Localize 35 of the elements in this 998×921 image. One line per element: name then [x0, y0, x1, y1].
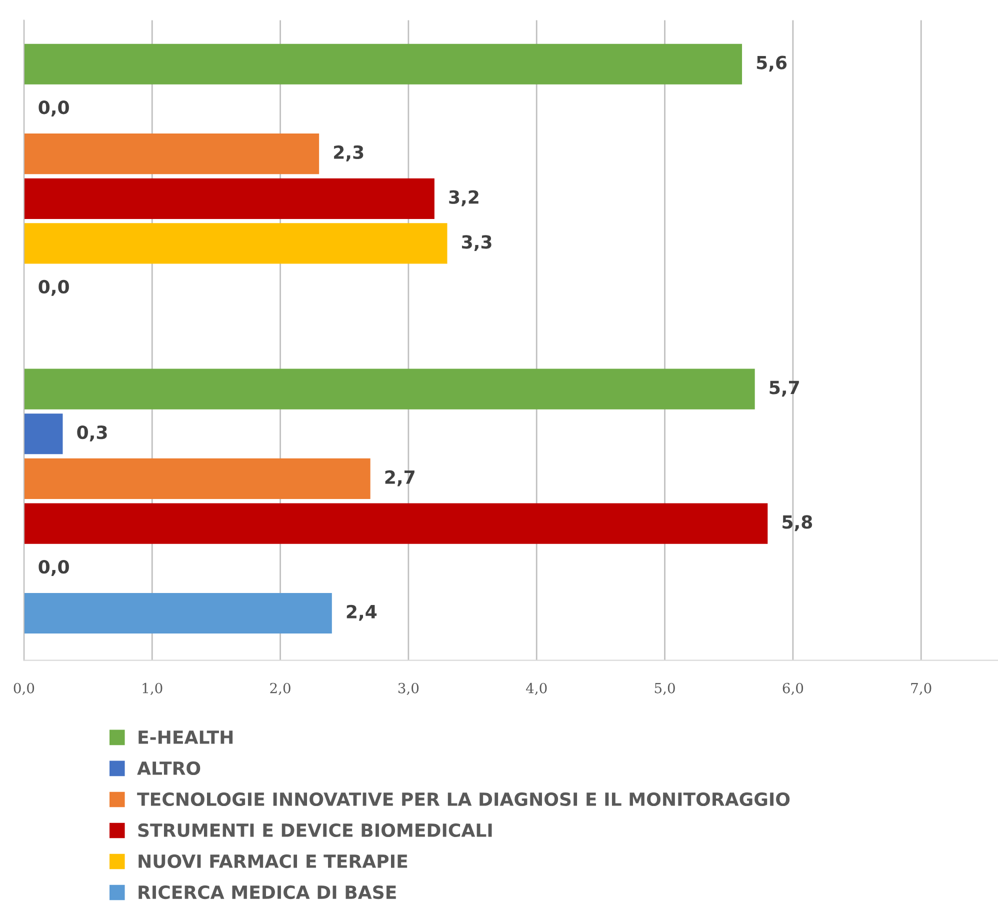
x-tick-label: 4,0 — [526, 682, 547, 696]
data-label: 5,7 — [770, 380, 799, 397]
legend-label: ALTRO — [137, 761, 200, 776]
legend-label: TECNOLOGIE INNOVATIVE PER LA DIAGNOSI E IL MONITORAGGIO — [137, 792, 790, 806]
data-label: 2,7 — [385, 470, 414, 486]
data-label: 0,0 — [38, 560, 69, 576]
data-label: 2,3 — [334, 145, 364, 162]
bar — [24, 592, 332, 634]
legend-label: STRUMENTI E DEVICE BIOMEDICALI — [138, 823, 492, 838]
x-tick-label: 7,0 — [911, 682, 932, 696]
legend-label: E-HEALTH — [138, 730, 233, 744]
data-label: 0,0 — [38, 100, 69, 117]
x-tick-label: 2,0 — [270, 682, 290, 696]
data-label: 3,3 — [462, 235, 492, 252]
x-tick-label: 3,0 — [398, 682, 419, 696]
bar — [24, 458, 370, 500]
x-tick-label: 0,0 — [14, 682, 34, 696]
bar — [24, 134, 320, 174]
data-label: 5,6 — [756, 56, 787, 72]
x-tick-label: 6,0 — [782, 682, 804, 696]
bar — [24, 223, 448, 264]
bar — [24, 368, 755, 410]
legend-label: RICERCA MEDICA DI BASE — [138, 885, 396, 900]
data-label: 2,4 — [346, 604, 377, 621]
x-tick-label: 1,0 — [142, 682, 162, 696]
bar — [24, 503, 768, 544]
data-label: 0,0 — [38, 280, 69, 296]
bar — [24, 178, 434, 219]
data-label: 0,3 — [77, 425, 107, 442]
data-label: 5,8 — [782, 515, 812, 532]
bar — [24, 44, 742, 84]
legend-label: NUOVI FARMACI E TERAPIE — [138, 854, 408, 868]
x-tick-label: 5,0 — [654, 682, 675, 696]
bar — [24, 414, 63, 454]
data-label: 3,2 — [449, 190, 478, 206]
